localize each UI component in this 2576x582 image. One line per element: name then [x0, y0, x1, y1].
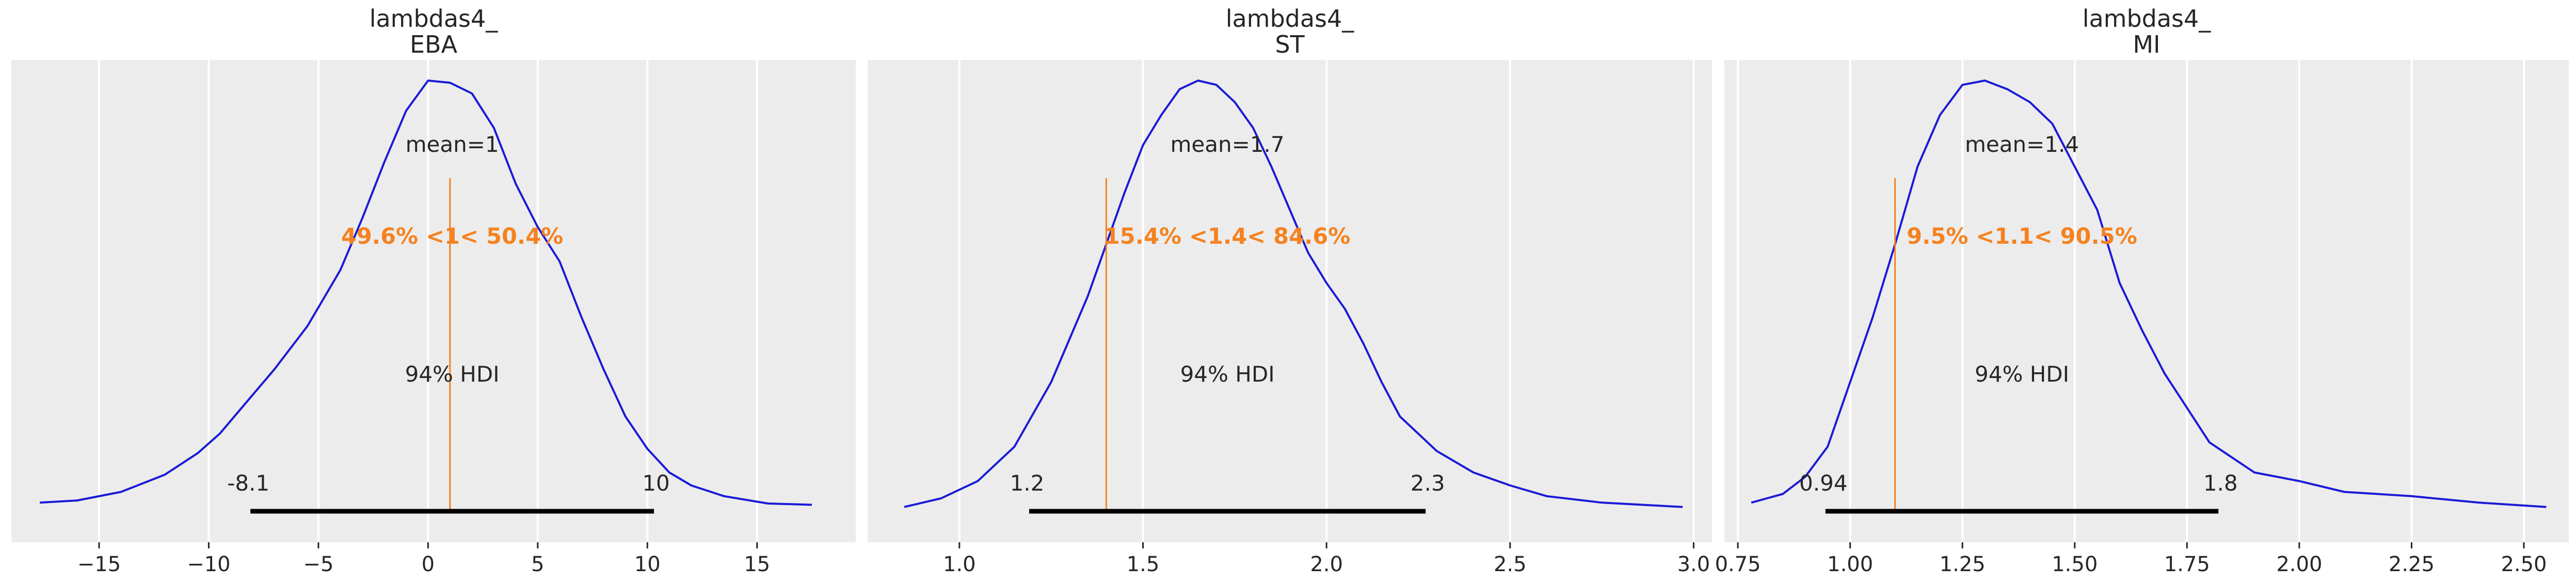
x-tick-label: 2.50: [2501, 553, 2547, 576]
reference-label: 9.5% <1.1< 90.5%: [1907, 224, 2137, 249]
x-tick-label: 0.75: [1715, 553, 1761, 576]
panel-1: −15 −10 −5 0 5 10 15 lambdas4_EBA -8.1 10 mean=1 49…: [11, 5, 856, 576]
panel-title-line: EBA: [410, 30, 458, 58]
mean-label: mean=1.7: [1171, 132, 1285, 157]
panel-3: 0.75 1.00 1.25 1.50 1.75 2.00 2.25 2.50 lambdas4…: [1715, 5, 2569, 576]
reference-label: 15.4% <1.4< 84.6%: [1105, 224, 1351, 249]
x-tick-label: 0: [422, 553, 435, 576]
x-tick-label: 1.5: [1127, 553, 1160, 576]
x-tick-label: 3.0: [1677, 553, 1710, 576]
x-tick-label: 1.75: [2164, 553, 2210, 576]
x-tick-label: 1.0: [943, 553, 976, 576]
plot-area: [11, 60, 856, 542]
hdi-lower-label: 0.94: [1799, 470, 1848, 496]
hdi-label: 94% HDI: [1975, 361, 2069, 387]
plot-area: [868, 60, 1712, 542]
density-curve: [40, 80, 812, 506]
x-tick-label: 1.50: [2052, 553, 2098, 576]
x-tick-label: 2.5: [1494, 553, 1527, 576]
reference-label: 49.6% <1< 50.4%: [341, 224, 563, 249]
density-curve: [1751, 80, 2547, 508]
x-tick-label: 2.0: [1310, 553, 1343, 576]
density-curve: [904, 80, 1683, 508]
panel-title-line: lambdas4_: [1226, 5, 1355, 33]
x-tick-label: 10: [634, 553, 661, 576]
mean-label: mean=1: [406, 132, 499, 157]
x-tick-label: 1.25: [1940, 553, 1986, 576]
x-tick-label: 15: [744, 553, 770, 576]
plot-area: [1724, 60, 2569, 542]
hdi-lower-label: 1.2: [1010, 470, 1045, 496]
panel-title-line: ST: [1275, 30, 1305, 58]
hdi-label: 94% HDI: [405, 361, 500, 387]
x-tick-label: −5: [303, 553, 333, 576]
hdi-upper-label: 2.3: [1411, 470, 1445, 496]
hdi-upper-label: 10: [642, 470, 669, 496]
panel-title-line: lambdas4_: [2083, 5, 2212, 33]
x-tick-label: −10: [187, 553, 230, 576]
panel-title-line: MI: [2133, 30, 2160, 58]
panel-title-line: lambdas4_: [370, 5, 499, 33]
x-tick-label: 1.00: [1827, 553, 1873, 576]
hdi-upper-label: 1.8: [2203, 470, 2238, 496]
x-tick-label: 5: [531, 553, 544, 576]
x-tick-label: −15: [77, 553, 121, 576]
panel-2: 1.0 1.5 2.0 2.5 3.0 lambdas4_ST 1.2 2.3 mean=1.7…: [868, 5, 1712, 576]
x-tick-label: 2.00: [2276, 553, 2322, 576]
hdi-label: 94% HDI: [1180, 361, 1275, 387]
hdi-lower-label: -8.1: [227, 470, 269, 496]
mean-label: mean=1.4: [1965, 132, 2079, 157]
x-tick-label: 2.25: [2389, 553, 2435, 576]
